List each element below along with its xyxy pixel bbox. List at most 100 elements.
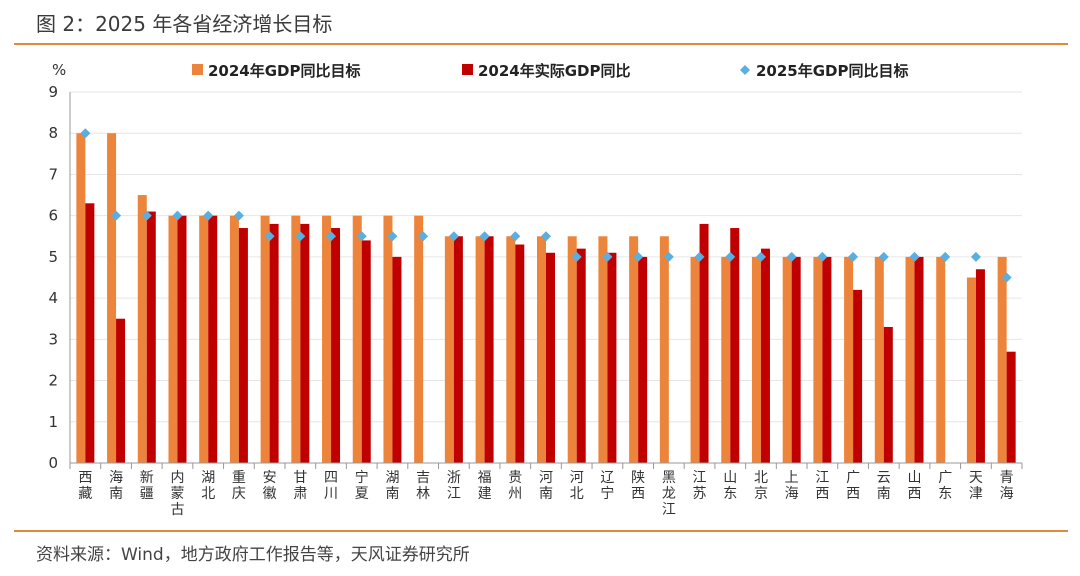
x-category-label: 山西	[908, 470, 922, 502]
y-tick-label: 0	[48, 454, 58, 472]
bottom-divider	[14, 530, 1068, 532]
x-category-label: 天津	[969, 470, 983, 502]
marker-2025-target	[571, 251, 582, 262]
bar-2024-target	[844, 256, 854, 463]
x-category-label: 西藏	[78, 470, 92, 502]
x-category-label: 吉林	[416, 470, 430, 502]
bar-2024-target	[813, 256, 823, 463]
bar-2024-target	[690, 256, 700, 463]
bar-2024-actual	[392, 256, 402, 463]
x-category-label: 湖北	[201, 470, 215, 502]
marker-2025-target	[172, 210, 183, 221]
legend-swatch	[462, 64, 473, 75]
bar-2024-actual	[975, 269, 985, 463]
y-tick-label: 5	[48, 248, 58, 266]
bar-2024-actual	[607, 252, 617, 463]
bar-2024-target	[475, 236, 485, 463]
x-category-label: 福建	[478, 470, 492, 502]
x-category-label: 新疆	[140, 470, 154, 502]
legend-swatch	[740, 65, 750, 75]
marker-2025-target	[141, 210, 152, 221]
bar-2024-target	[260, 215, 270, 463]
bar-2024-target	[598, 236, 608, 463]
bar-2024-target	[782, 256, 792, 463]
bar-2024-actual	[791, 256, 801, 463]
x-category-label: 河南	[539, 470, 553, 502]
marker-2025-target	[510, 231, 521, 242]
x-category-label: 上海	[785, 470, 799, 502]
bar-2024-target	[291, 215, 301, 463]
bar-2024-target	[414, 215, 424, 463]
x-category-label: 重庆	[232, 470, 246, 502]
x-category-label: 辽宁	[600, 470, 614, 502]
axes	[69, 92, 1023, 469]
bar-2024-target	[199, 215, 209, 463]
figure-title: 图 2：2025 年各省经济增长目标	[36, 12, 333, 36]
x-category-label: 青海	[1000, 470, 1014, 502]
bar-2024-target	[107, 133, 117, 463]
y-axis-unit-label: %	[52, 61, 66, 79]
marker-2025-target	[817, 251, 828, 262]
legend-label: 2024年GDP同比目标	[208, 62, 361, 80]
y-tick-label: 4	[48, 289, 58, 307]
bar-2024-actual	[453, 236, 463, 463]
marker-2025-target	[479, 231, 490, 242]
bar-2024-actual	[730, 228, 740, 463]
bar-2024-actual	[638, 256, 648, 463]
bar-2024-target	[721, 256, 731, 463]
bar-2024-actual	[269, 223, 279, 463]
source-note: 资料来源：Wind，地方政府工作报告等，天风证券研究所	[36, 545, 470, 565]
y-tick-label: 8	[48, 124, 58, 142]
x-category-label: 安徽	[263, 470, 277, 502]
y-axis-ticks: 0 1 2 3 4 5 6 7 8 9	[48, 83, 58, 472]
marker-2025-target	[970, 251, 981, 262]
bar-2024-target	[905, 256, 915, 463]
marker-2025-target	[848, 251, 859, 262]
marker-2025-target	[233, 210, 244, 221]
x-category-label: 河北	[570, 470, 584, 502]
marker-2025-target	[878, 251, 889, 262]
marker-2025-target	[418, 231, 429, 242]
bar-2024-target	[997, 256, 1007, 463]
marker-2025-target	[356, 231, 367, 242]
bar-2024-target	[76, 133, 86, 463]
y-tick-label: 2	[48, 372, 58, 390]
marker-2025-target	[326, 231, 337, 242]
bar-2024-target	[444, 236, 454, 463]
y-tick-label: 9	[48, 83, 58, 101]
x-category-label: 浙江	[447, 470, 461, 502]
bar-2024-target	[966, 277, 976, 463]
bar-2024-actual	[853, 289, 863, 463]
bar-2024-actual	[146, 211, 156, 463]
bar-2024-target	[137, 195, 147, 464]
bar-2024-actual	[760, 248, 770, 463]
gridlines	[70, 91, 1022, 423]
x-category-label: 北京	[754, 470, 768, 502]
marker-2025-target	[909, 251, 920, 262]
marker-2025-target	[940, 251, 951, 262]
bar-2024-target	[352, 215, 362, 463]
y-tick-label: 1	[48, 413, 58, 431]
bar-2024-actual	[238, 228, 248, 463]
marker-2025-target	[694, 251, 705, 262]
bar-2024-actual	[85, 203, 95, 464]
bar-2024-actual	[822, 256, 832, 463]
bar-2024-actual	[300, 223, 310, 463]
legend-label: 2024年实际GDP同比	[478, 62, 631, 80]
marker-2025-target	[448, 231, 459, 242]
x-category-label: 广西	[846, 470, 860, 502]
bar-2024-target	[659, 236, 669, 463]
x-category-label: 江西	[815, 470, 829, 502]
marker-2025-target	[264, 231, 275, 242]
marker-2025-target	[203, 210, 214, 221]
target-markers	[80, 128, 1012, 283]
bar-2024-actual	[546, 252, 555, 463]
marker-2025-target	[663, 251, 674, 262]
marker-2025-target	[80, 128, 91, 139]
marker-2025-target	[541, 231, 551, 242]
y-tick-label: 6	[48, 207, 58, 225]
bar-2024-target	[936, 256, 946, 463]
bar-2024-actual	[177, 215, 187, 463]
